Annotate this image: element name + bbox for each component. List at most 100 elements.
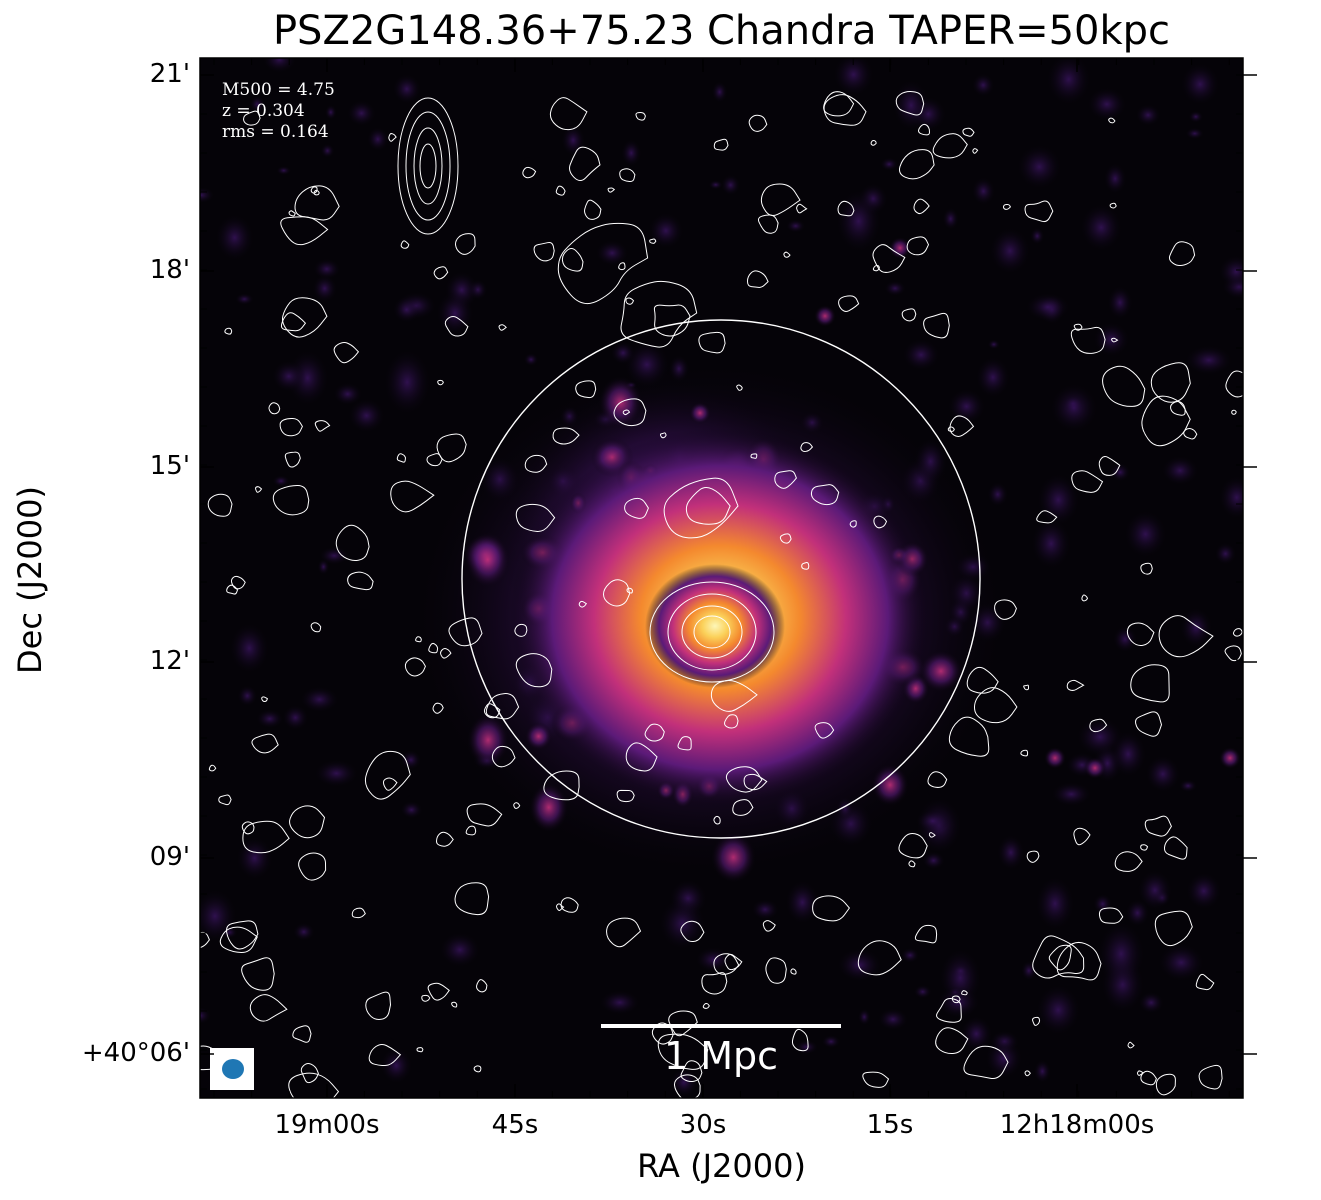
radio-contour — [241, 821, 255, 835]
radio-contour — [416, 1047, 424, 1053]
noise-blob — [272, 475, 290, 487]
noise-blob — [347, 398, 386, 434]
radio-contour — [365, 991, 392, 1020]
radio-contour — [895, 91, 925, 116]
radio-contour — [421, 994, 431, 1002]
noise-blob — [1033, 1059, 1052, 1084]
radio-contour — [765, 957, 787, 984]
radio-contour — [823, 91, 855, 117]
noise-blob — [1049, 383, 1098, 433]
radio-contour — [261, 696, 269, 703]
noise-blob — [1178, 779, 1198, 793]
radio-contour — [279, 417, 303, 437]
radio-contour — [800, 442, 814, 452]
noise-blob — [1218, 255, 1243, 289]
radio-contour — [963, 1045, 1009, 1079]
radio-contour — [400, 240, 410, 249]
radio-contour — [812, 895, 851, 922]
noise-blob — [971, 73, 995, 97]
radio-contour — [667, 593, 757, 671]
radio-contour — [255, 486, 263, 493]
radio-contour — [448, 617, 483, 647]
noise-blob — [1035, 984, 1081, 1036]
noise-blob — [1087, 87, 1127, 122]
x-axis-label: RA (J2000) — [637, 1147, 806, 1185]
radio-contour — [1089, 718, 1108, 733]
radio-contour — [725, 766, 763, 793]
noise-blob — [523, 352, 539, 367]
noise-blob — [1109, 730, 1147, 778]
radio-contour — [857, 940, 902, 976]
noise-blob — [324, 104, 337, 120]
radio-contour — [649, 581, 775, 683]
y-tick-label: 12' — [149, 646, 190, 676]
radio-contour — [388, 133, 397, 142]
noise-blob — [262, 58, 297, 74]
point-source — [889, 237, 911, 259]
noise-blob — [997, 834, 1025, 871]
radio-contour — [272, 484, 310, 516]
radio-contour — [644, 723, 665, 742]
radio-contour — [947, 426, 955, 432]
radio-contour — [748, 114, 768, 132]
noise-blob — [1185, 872, 1222, 910]
radio-contour — [1140, 1070, 1157, 1086]
noise-blob — [987, 482, 1009, 507]
noise-blob — [837, 947, 883, 983]
radio-contour — [1023, 684, 1029, 691]
x-tick-label: 15s — [866, 1110, 914, 1140]
radio-contour — [935, 1027, 969, 1055]
noise-blob — [1097, 921, 1145, 987]
noise-blob — [1046, 58, 1092, 106]
radio-contour — [569, 146, 601, 182]
radio-contour — [657, 1033, 709, 1070]
x-tick-label: 12h18m00s — [999, 1110, 1155, 1140]
radio-contour — [200, 931, 210, 949]
x-tick-label: 45s — [491, 1110, 539, 1140]
radio-contour — [515, 503, 556, 532]
noise-blob — [960, 1015, 993, 1052]
radio-contour — [251, 733, 279, 754]
radio-contour — [390, 480, 435, 513]
noise-blob — [1103, 163, 1127, 194]
radio-contour — [901, 308, 917, 322]
point-source — [689, 402, 711, 424]
radio-contour — [1232, 628, 1243, 637]
radio-contour — [230, 575, 246, 590]
radio-contour — [282, 297, 328, 338]
noise-blob — [621, 139, 642, 167]
radio-contour — [465, 825, 477, 836]
noise-blob — [1185, 127, 1204, 140]
radio-contour — [923, 312, 950, 339]
noise-blob — [383, 349, 431, 416]
radio-contour — [750, 453, 758, 459]
noise-blob — [821, 1034, 841, 1049]
radio-contour — [454, 882, 490, 916]
radio-contour — [1231, 409, 1237, 415]
radio-contour — [702, 1002, 710, 1009]
noise-blob — [1180, 62, 1220, 106]
radio-contour — [268, 402, 281, 415]
noise-blob — [312, 258, 341, 280]
radio-contour — [513, 802, 521, 809]
radio-contour — [613, 398, 647, 427]
radio-contour — [1224, 645, 1242, 662]
noise-blob — [229, 622, 270, 674]
radio-contour — [351, 907, 366, 919]
radio-contour — [432, 702, 444, 714]
radio-contour — [624, 497, 649, 519]
radio-contour — [602, 579, 631, 607]
radio-contour — [294, 185, 340, 221]
noise-blob — [215, 214, 255, 262]
noise-blob — [1016, 144, 1062, 190]
radio-contour — [1024, 200, 1054, 223]
radio-contour — [607, 187, 616, 193]
radio-contour — [1127, 1041, 1135, 1049]
radio-contour — [713, 815, 721, 825]
noise-blob — [1161, 455, 1199, 486]
noise-blob — [392, 296, 421, 323]
y-tick-label: 18' — [149, 255, 190, 285]
radio-contour — [284, 451, 301, 468]
radio-contour — [908, 860, 916, 868]
noise-blob — [971, 177, 996, 206]
